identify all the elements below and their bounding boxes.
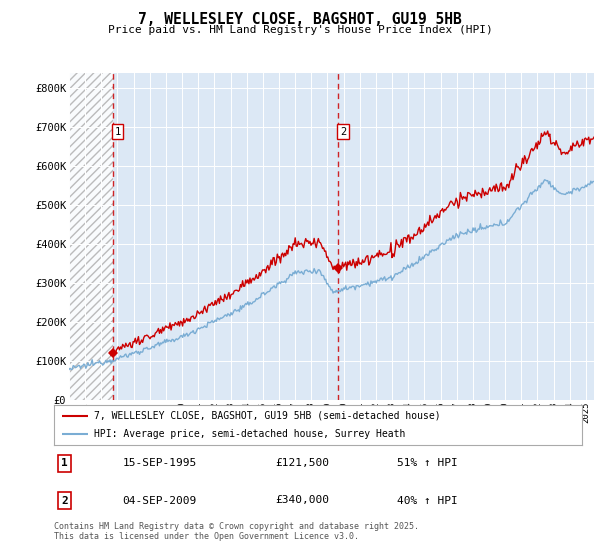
Text: HPI: Average price, semi-detached house, Surrey Heath: HPI: Average price, semi-detached house,… <box>94 430 405 439</box>
Text: Price paid vs. HM Land Registry's House Price Index (HPI): Price paid vs. HM Land Registry's House … <box>107 25 493 35</box>
Text: £340,000: £340,000 <box>276 496 330 506</box>
Text: Contains HM Land Registry data © Crown copyright and database right 2025.
This d: Contains HM Land Registry data © Crown c… <box>54 522 419 542</box>
Text: 2: 2 <box>61 496 68 506</box>
Text: 1: 1 <box>115 127 121 137</box>
Text: 7, WELLESLEY CLOSE, BAGSHOT, GU19 5HB (semi-detached house): 7, WELLESLEY CLOSE, BAGSHOT, GU19 5HB (s… <box>94 411 440 421</box>
Text: 7, WELLESLEY CLOSE, BAGSHOT, GU19 5HB: 7, WELLESLEY CLOSE, BAGSHOT, GU19 5HB <box>138 12 462 27</box>
Text: £121,500: £121,500 <box>276 459 330 468</box>
Text: 40% ↑ HPI: 40% ↑ HPI <box>397 496 458 506</box>
Text: 1: 1 <box>61 459 68 468</box>
Text: 15-SEP-1995: 15-SEP-1995 <box>122 459 197 468</box>
Bar <box>69 73 113 400</box>
Text: 2: 2 <box>340 127 346 137</box>
Text: 04-SEP-2009: 04-SEP-2009 <box>122 496 197 506</box>
Text: 51% ↑ HPI: 51% ↑ HPI <box>397 459 458 468</box>
